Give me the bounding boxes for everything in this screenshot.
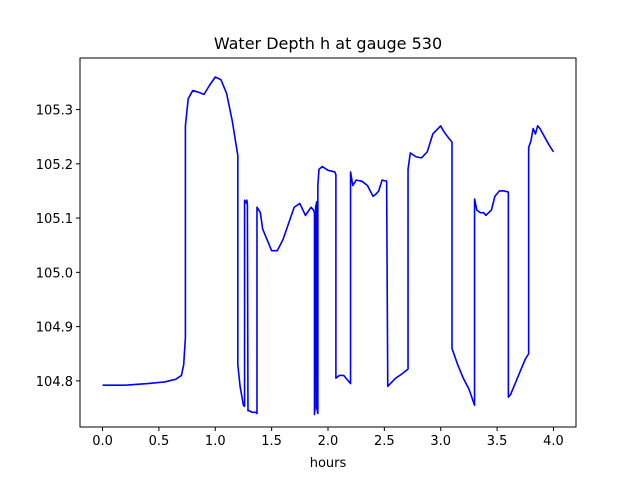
x-tick-label: 3.0 — [430, 434, 451, 449]
x-tick-label: 1.0 — [205, 434, 226, 449]
y-tick-label: 104.9 — [36, 321, 73, 336]
y-axis-ticks: 104.8 104.9 105.0 105.1 105.2 105.3 — [36, 104, 80, 390]
y-tick-label: 105.2 — [36, 158, 73, 173]
x-tick-label: 2.5 — [374, 434, 395, 449]
x-tick-label: 0.0 — [92, 434, 113, 449]
x-axis-ticks: 0.0 0.5 1.0 1.5 2.0 2.5 3.0 3.5 4.0 — [92, 427, 564, 449]
x-tick-label: 0.5 — [149, 434, 170, 449]
y-tick-label: 105.3 — [36, 104, 73, 119]
x-tick-label: 1.5 — [261, 434, 282, 449]
x-tick-label: 3.5 — [487, 434, 508, 449]
plot-area — [102, 76, 555, 416]
x-tick-label: 2.0 — [318, 434, 339, 449]
chart-title: Water Depth h at gauge 530 — [214, 34, 442, 53]
x-axis-label: hours — [310, 456, 347, 471]
y-tick-label: 105.1 — [36, 212, 73, 227]
y-tick-label: 104.8 — [36, 375, 73, 390]
y-tick-label: 105.0 — [36, 266, 73, 281]
plot-frame — [79, 57, 577, 428]
series-line-0 — [102, 76, 555, 416]
x-tick-label: 4.0 — [543, 434, 564, 449]
